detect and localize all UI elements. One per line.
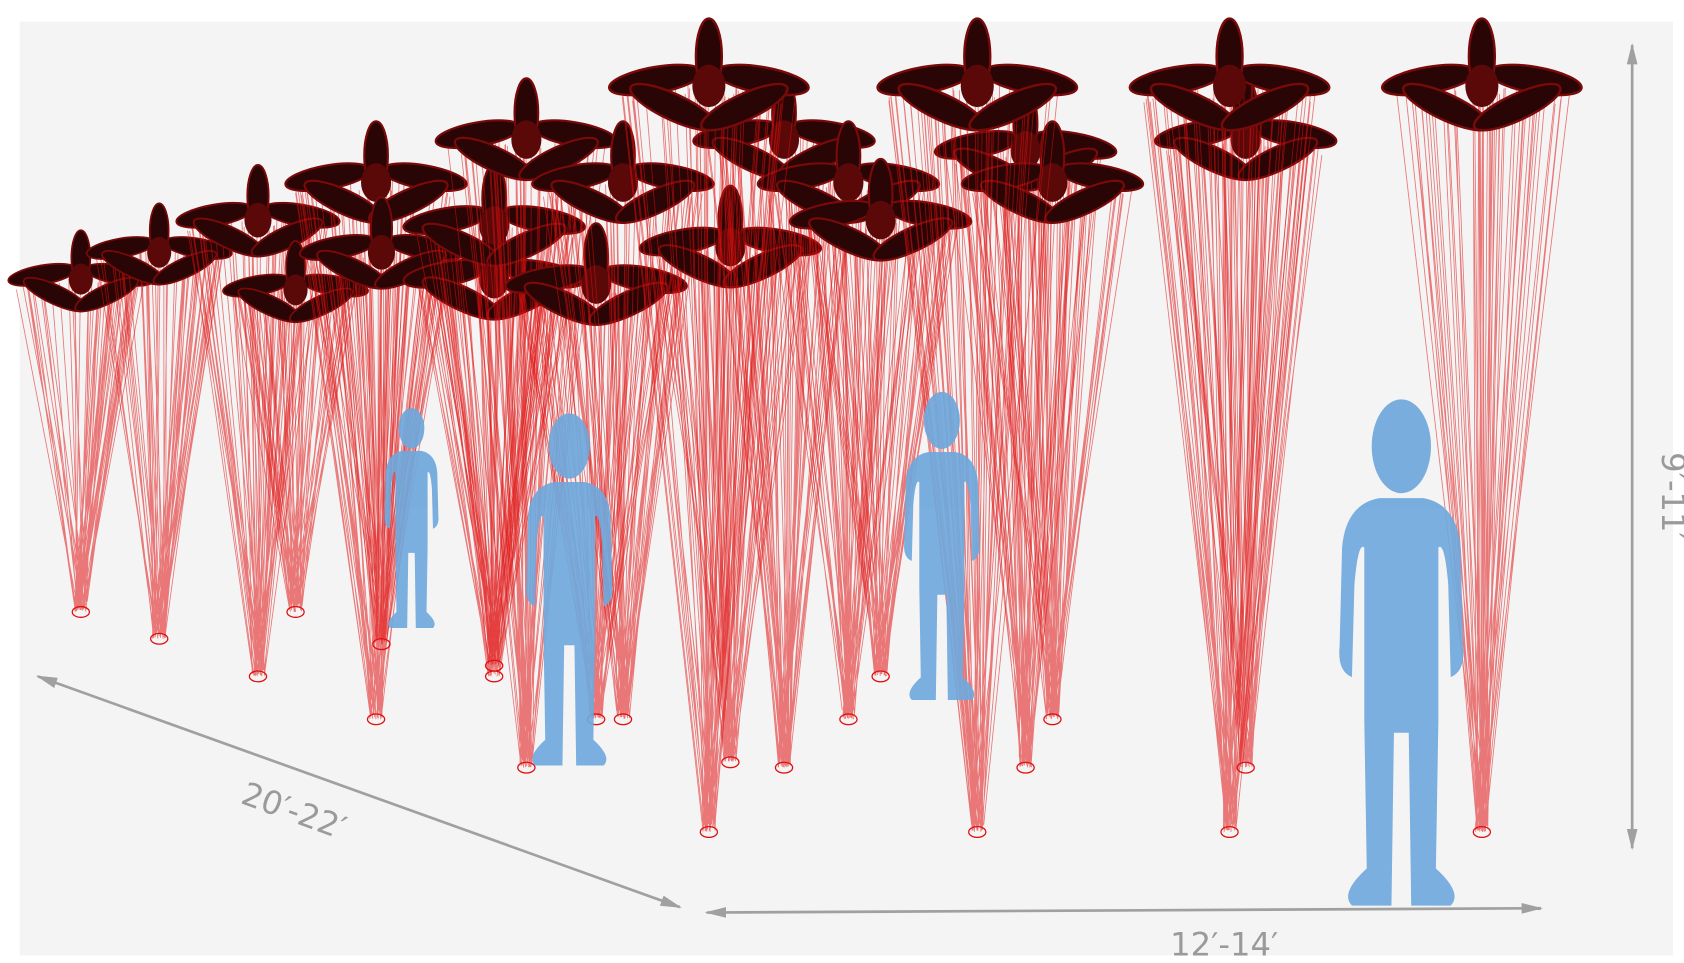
strings	[1143, 80, 1317, 832]
string-cone	[175, 164, 341, 683]
center	[1465, 64, 1499, 108]
anchor	[774, 761, 794, 774]
anchor	[699, 826, 719, 839]
center	[833, 163, 864, 202]
anchor	[968, 826, 987, 839]
figure	[1339, 399, 1464, 906]
anchor	[721, 756, 740, 769]
center	[283, 274, 308, 306]
string-cone	[434, 77, 619, 774]
anchor	[149, 632, 169, 645]
strings	[15, 273, 146, 612]
anchor	[286, 605, 305, 618]
body	[904, 451, 980, 700]
head	[398, 407, 425, 449]
string-cone	[1128, 17, 1331, 839]
string-cone	[284, 120, 468, 726]
string-sculptures	[7, 17, 1583, 839]
petal	[152, 250, 218, 286]
anchor	[839, 713, 858, 726]
flower	[284, 120, 468, 224]
center	[244, 202, 272, 238]
flower	[1380, 17, 1583, 132]
center	[960, 64, 994, 108]
flower	[876, 17, 1079, 132]
petal	[1044, 179, 1125, 224]
head	[923, 391, 960, 449]
petal	[699, 82, 789, 132]
flower	[504, 222, 688, 326]
strings	[187, 215, 329, 677]
figure	[384, 407, 439, 629]
string-cone	[607, 17, 810, 839]
center	[361, 163, 392, 202]
petal	[968, 82, 1058, 132]
anchor	[1472, 826, 1492, 839]
strings	[232, 284, 357, 612]
flower	[434, 77, 619, 182]
head	[548, 413, 590, 479]
center	[1213, 64, 1247, 108]
center	[692, 64, 726, 108]
depth-arrow	[35, 675, 682, 909]
width-label: 12′-14′	[1170, 925, 1278, 963]
anchor	[1220, 826, 1239, 839]
flower	[85, 202, 233, 286]
width-arrow	[704, 902, 1544, 918]
flower	[607, 17, 810, 132]
string-cone	[85, 202, 233, 645]
anchor	[1236, 761, 1255, 774]
head	[1371, 399, 1431, 494]
body	[384, 450, 439, 629]
strings	[94, 247, 224, 639]
strings	[446, 134, 606, 768]
strings	[972, 177, 1133, 720]
petal	[1472, 82, 1562, 132]
center	[511, 120, 542, 159]
center	[68, 263, 93, 295]
center	[367, 234, 395, 270]
string-cone	[504, 222, 688, 726]
anchor	[484, 659, 504, 672]
height-label: 9′-11′	[1654, 452, 1684, 540]
petal	[1220, 82, 1310, 132]
anchor	[1043, 713, 1062, 726]
center	[1037, 163, 1068, 202]
center	[865, 200, 896, 240]
strings	[1395, 80, 1570, 833]
anchor	[871, 670, 890, 683]
flower	[1128, 17, 1331, 132]
body	[1339, 498, 1464, 906]
string-cone	[1380, 17, 1583, 839]
strings	[808, 214, 960, 677]
figure	[904, 391, 980, 700]
flower	[175, 164, 341, 258]
anchor	[372, 638, 391, 651]
string-cone	[876, 17, 1079, 839]
strings	[621, 81, 795, 833]
anchor	[1016, 761, 1035, 774]
anchor	[71, 605, 91, 618]
center	[147, 236, 172, 268]
